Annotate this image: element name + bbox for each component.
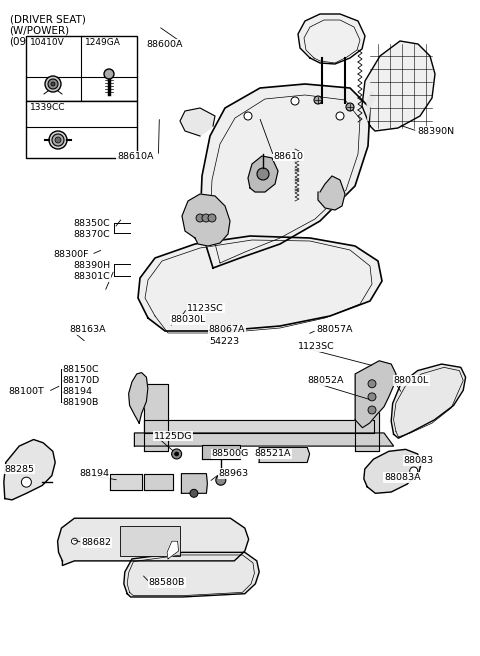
Text: 88350C: 88350C — [73, 218, 110, 228]
Polygon shape — [58, 518, 249, 565]
Polygon shape — [182, 194, 230, 246]
Text: 88285: 88285 — [5, 464, 35, 474]
Circle shape — [202, 214, 210, 222]
Polygon shape — [144, 384, 168, 451]
Circle shape — [55, 137, 61, 143]
Circle shape — [368, 380, 376, 388]
Text: 88610A: 88610A — [117, 152, 154, 161]
Circle shape — [314, 96, 322, 104]
Text: (090918-): (090918-) — [10, 37, 61, 47]
Text: 1123SC: 1123SC — [298, 342, 335, 351]
Polygon shape — [134, 433, 394, 446]
Circle shape — [51, 82, 55, 86]
Text: 1125DG: 1125DG — [154, 432, 192, 441]
Polygon shape — [129, 373, 148, 423]
Circle shape — [45, 76, 61, 92]
Polygon shape — [318, 176, 345, 210]
Bar — [120, 526, 180, 556]
Circle shape — [196, 214, 204, 222]
Text: 88194: 88194 — [79, 469, 109, 478]
Bar — [26, 36, 137, 101]
Circle shape — [368, 406, 376, 414]
Circle shape — [208, 214, 216, 222]
Polygon shape — [138, 236, 382, 331]
Text: 88010L: 88010L — [394, 376, 429, 385]
Text: 88682: 88682 — [82, 538, 111, 547]
Polygon shape — [144, 474, 173, 490]
Circle shape — [104, 69, 114, 79]
Polygon shape — [110, 474, 142, 490]
Text: 88600A: 88600A — [146, 40, 182, 49]
Circle shape — [190, 489, 198, 497]
Circle shape — [410, 467, 418, 475]
Circle shape — [216, 475, 226, 485]
Text: 88190B: 88190B — [62, 398, 99, 407]
Circle shape — [86, 538, 92, 544]
Polygon shape — [200, 84, 370, 268]
Polygon shape — [355, 361, 396, 428]
Circle shape — [291, 97, 299, 105]
Text: 1249GA: 1249GA — [85, 38, 121, 47]
Text: 88067A: 88067A — [209, 325, 245, 335]
Text: 88057A: 88057A — [317, 325, 353, 335]
Polygon shape — [355, 374, 379, 451]
Text: 88052A: 88052A — [307, 376, 344, 385]
Circle shape — [175, 452, 179, 456]
Text: 10410V: 10410V — [30, 38, 65, 47]
Text: 88521A: 88521A — [254, 449, 291, 459]
Text: 88083: 88083 — [403, 456, 433, 465]
Text: 1339CC: 1339CC — [30, 103, 65, 112]
Circle shape — [48, 79, 58, 89]
Circle shape — [336, 112, 344, 120]
Text: 54223: 54223 — [209, 337, 239, 346]
Circle shape — [100, 538, 106, 544]
Text: 88301C: 88301C — [73, 272, 110, 281]
Polygon shape — [181, 474, 207, 493]
Text: 88150C: 88150C — [62, 365, 99, 374]
Bar — [26, 101, 137, 158]
Text: 88580B: 88580B — [149, 578, 185, 587]
Text: (W/POWER): (W/POWER) — [10, 26, 70, 35]
Polygon shape — [259, 447, 310, 462]
Polygon shape — [202, 445, 240, 459]
Circle shape — [172, 449, 181, 459]
Text: 88500G: 88500G — [211, 449, 249, 459]
Polygon shape — [367, 91, 375, 121]
Text: 88610: 88610 — [274, 152, 303, 161]
Polygon shape — [362, 41, 435, 131]
Polygon shape — [4, 440, 55, 500]
Text: 88390N: 88390N — [418, 127, 455, 136]
Text: 88370C: 88370C — [73, 230, 110, 239]
Circle shape — [346, 103, 354, 111]
Text: 88163A: 88163A — [70, 325, 106, 335]
Circle shape — [257, 168, 269, 180]
Polygon shape — [248, 156, 278, 192]
Text: 1123SC: 1123SC — [187, 304, 224, 313]
Circle shape — [244, 112, 252, 120]
Polygon shape — [391, 364, 466, 438]
Circle shape — [49, 131, 67, 149]
Text: 88194: 88194 — [62, 387, 92, 396]
Polygon shape — [180, 108, 215, 136]
Text: (DRIVER SEAT): (DRIVER SEAT) — [10, 14, 85, 24]
Polygon shape — [298, 14, 365, 64]
Circle shape — [52, 134, 64, 146]
Text: 88030L: 88030L — [170, 315, 206, 324]
Text: 88300F: 88300F — [53, 250, 89, 259]
Polygon shape — [124, 552, 259, 597]
Text: 88390H: 88390H — [73, 261, 110, 270]
Text: 88170D: 88170D — [62, 376, 100, 385]
Circle shape — [22, 477, 31, 487]
Polygon shape — [167, 541, 179, 559]
Text: 88963: 88963 — [218, 469, 249, 478]
Text: 88083A: 88083A — [384, 473, 420, 482]
Polygon shape — [364, 449, 421, 493]
Polygon shape — [144, 420, 374, 433]
Circle shape — [72, 538, 77, 544]
Text: 88100T: 88100T — [9, 387, 44, 396]
Circle shape — [368, 393, 376, 401]
